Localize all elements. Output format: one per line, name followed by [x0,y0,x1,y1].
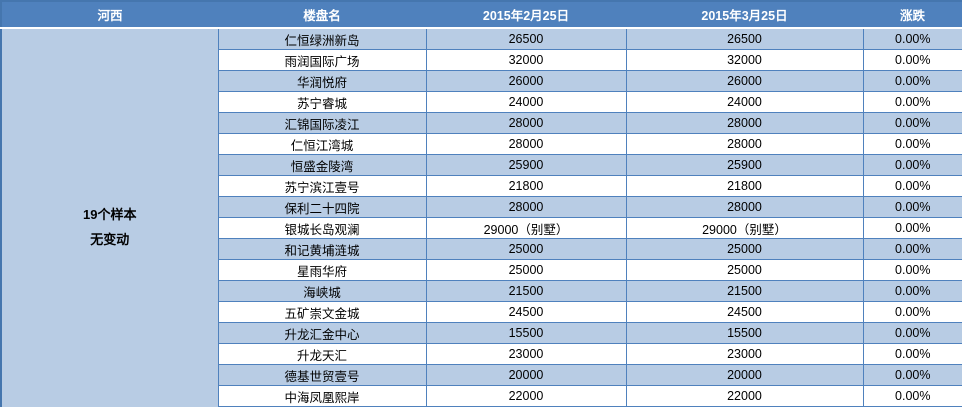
table-row: 19个样本 无变动 仁恒绿洲新岛 26500 26500 0.00% [0,27,962,407]
no-change-text: 无变动 [90,232,130,247]
table-row: 恒盛金陵湾 25900 25900 0.00% [1,154,962,176]
column-header-change: 涨跌 [863,1,962,29]
table-row: 苏宁睿城 24000 24000 0.00% [1,91,962,113]
table-row: 雨润国际广场 32000 32000 0.00% [1,49,962,71]
price-feb-cell: 25900 [425,154,627,176]
price-feb-cell: 26000 [425,70,627,92]
table-row: 海峡城 21500 21500 0.00% [1,280,962,302]
price-mar-cell: 21500 [625,280,864,302]
sample-count-text: 19个样本 [83,207,137,223]
price-feb-cell: 25000 [425,259,627,281]
price-feb-cell: 24000 [425,91,627,113]
price-mar-cell: 24500 [625,301,864,323]
change-cell: 0.00% [862,196,962,218]
building-name-cell: 银城长岛观澜 [217,217,427,239]
building-name-cell: 保利二十四院 [217,196,427,218]
price-feb-cell: 29000（别墅） [425,217,627,239]
price-mar-cell: 20000 [625,364,864,386]
change-cell: 0.00% [862,175,962,197]
building-name-cell: 海峡城 [217,280,427,302]
building-name-cell: 仁恒绿洲新岛 [217,27,427,50]
price-mar-cell: 26000 [625,70,864,92]
change-cell: 0.00% [862,364,962,386]
building-name-cell: 五矿崇文金城 [217,301,427,323]
price-mar-cell: 24000 [625,91,864,113]
price-mar-cell: 23000 [625,343,864,365]
building-name-cell: 苏宁睿城 [217,91,427,113]
change-cell: 0.00% [862,91,962,113]
header-row: 河西 楼盘名 2015年2月25日 2015年3月25日 涨跌 [1,1,962,29]
building-name-cell: 汇锦国际凌江 [217,112,427,134]
table-row: 华润悦府 26000 26000 0.00% [1,70,962,92]
price-feb-cell: 21500 [425,280,627,302]
price-feb-cell: 25000 [425,238,627,260]
table-row: 星雨华府 25000 25000 0.00% [1,259,962,281]
building-name-cell: 恒盛金陵湾 [217,154,427,176]
change-cell: 0.00% [862,70,962,92]
price-feb-cell: 15500 [425,322,627,344]
change-cell: 0.00% [862,280,962,302]
column-header-region: 河西 [1,1,218,29]
price-mar-cell: 32000 [625,49,864,71]
building-name-cell: 升龙天汇 [217,343,427,365]
price-feb-cell: 21800 [425,175,627,197]
table-row: 升龙汇金中心 15500 15500 0.00% [1,322,962,344]
price-mar-cell: 25000 [625,238,864,260]
price-mar-cell: 22000 [625,385,864,407]
building-name-cell: 中海凤凰熙岸 [217,385,427,407]
table-row: 仁恒江湾城 28000 28000 0.00% [1,133,962,155]
building-name-cell: 德基世贸壹号 [217,364,427,386]
building-name-cell: 苏宁滨江壹号 [217,175,427,197]
price-mar-cell: 26500 [625,27,864,50]
change-cell: 0.00% [862,133,962,155]
price-mar-cell: 28000 [625,112,864,134]
building-name-cell: 雨润国际广场 [217,49,427,71]
change-cell: 0.00% [862,343,962,365]
price-mar-cell: 25000 [625,259,864,281]
table-row: 汇锦国际凌江 28000 28000 0.00% [1,112,962,134]
change-cell: 0.00% [862,385,962,407]
column-header-building-name: 楼盘名 [218,1,426,29]
price-feb-cell: 28000 [425,133,627,155]
price-feb-cell: 26500 [425,27,627,50]
building-name-cell: 仁恒江湾城 [217,133,427,155]
change-cell: 0.00% [862,27,962,50]
price-feb-cell: 28000 [425,196,627,218]
price-feb-cell: 22000 [425,385,627,407]
column-header-date-feb: 2015年2月25日 [426,1,626,29]
change-cell: 0.00% [862,301,962,323]
price-feb-cell: 24500 [425,301,627,323]
price-feb-cell: 20000 [425,364,627,386]
price-mar-cell: 29000（别墅） [625,217,864,239]
price-mar-cell: 21800 [625,175,864,197]
change-cell: 0.00% [862,112,962,134]
change-cell: 0.00% [862,49,962,71]
table-row: 中海凤凰熙岸 22000 22000 0.00% [1,385,962,407]
table-row: 和记黄埔涟城 25000 25000 0.00% [1,238,962,260]
column-header-date-mar: 2015年3月25日 [626,1,863,29]
price-mar-cell: 15500 [625,322,864,344]
table-row: 苏宁滨江壹号 21800 21800 0.00% [1,175,962,197]
table-row: 德基世贸壹号 20000 20000 0.00% [1,364,962,386]
change-cell: 0.00% [862,154,962,176]
price-mar-cell: 28000 [625,133,864,155]
price-feb-cell: 23000 [425,343,627,365]
change-cell: 0.00% [862,259,962,281]
table-row: 五矿崇文金城 24500 24500 0.00% [1,301,962,323]
price-feb-cell: 28000 [425,112,627,134]
region-summary-cell: 19个样本 无变动 [0,27,219,407]
building-name-cell: 星雨华府 [217,259,427,281]
price-feb-cell: 32000 [425,49,627,71]
table-row: 银城长岛观澜 29000（别墅） 29000（别墅） 0.00% [1,217,962,239]
price-mar-cell: 25900 [625,154,864,176]
price-mar-cell: 28000 [625,196,864,218]
change-cell: 0.00% [862,238,962,260]
building-name-cell: 和记黄埔涟城 [217,238,427,260]
building-name-cell: 升龙汇金中心 [217,322,427,344]
building-name-cell: 华润悦府 [217,70,427,92]
change-cell: 0.00% [862,322,962,344]
change-cell: 0.00% [862,217,962,239]
